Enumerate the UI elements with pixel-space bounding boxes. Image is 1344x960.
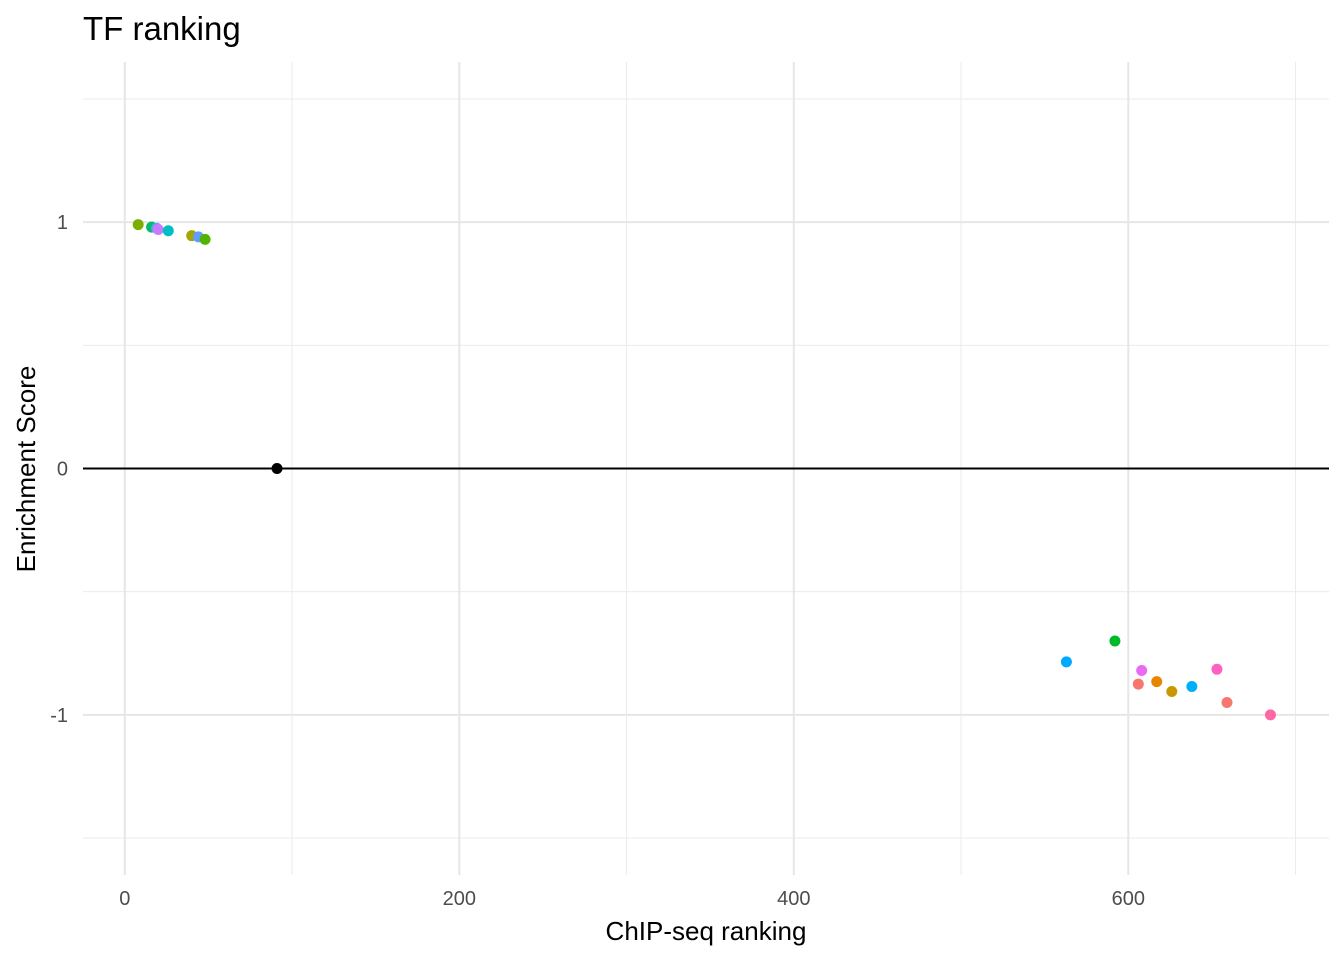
data-point [1132, 678, 1144, 690]
data-point [162, 225, 174, 237]
x-tick-label: 600 [1112, 888, 1145, 910]
data-point [271, 463, 283, 474]
data-point [199, 233, 211, 245]
data-point [1166, 685, 1178, 697]
data-point [1060, 656, 1072, 668]
data-point [1186, 681, 1198, 693]
data-point [1264, 709, 1276, 721]
x-tick-label: 200 [443, 888, 476, 910]
data-point [132, 219, 144, 231]
x-tick-label: 400 [777, 888, 810, 910]
y-tick-label: 0 [57, 459, 68, 481]
x-axis-label: ChIP-seq ranking [606, 916, 807, 946]
data-points [132, 219, 1276, 721]
x-axis-tick-labels: 0 200 400 600 [119, 888, 1145, 910]
data-point [1221, 697, 1233, 709]
y-axis-tick-labels: -1 0 1 [50, 212, 68, 727]
data-point [1151, 676, 1163, 688]
chart-title: TF ranking [83, 10, 241, 47]
data-point [1136, 665, 1148, 677]
data-point [1211, 663, 1223, 675]
data-point [152, 224, 164, 236]
data-point [1109, 635, 1121, 647]
y-tick-label: -1 [50, 705, 68, 727]
y-axis-label: Enrichment Score [11, 366, 41, 573]
y-tick-label: 1 [57, 212, 68, 234]
x-tick-label: 0 [119, 888, 130, 910]
minor-gridlines [83, 62, 1329, 875]
